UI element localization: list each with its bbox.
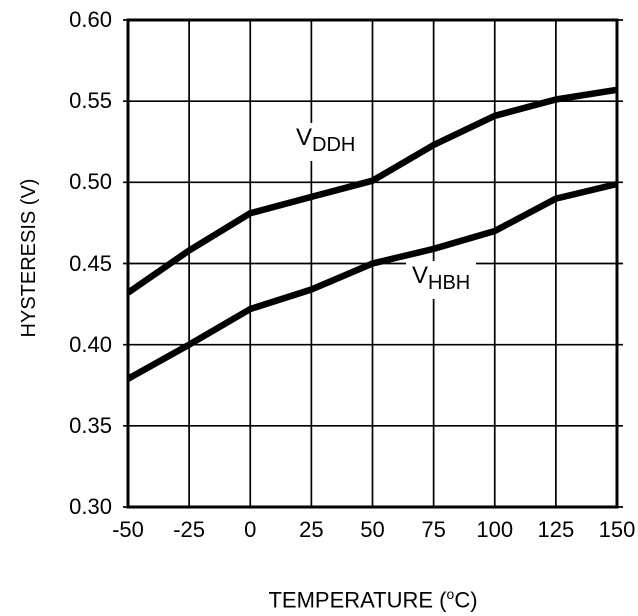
- series-label-vddh: VDDH: [290, 123, 362, 161]
- vddh-curve: [126, 86, 618, 296]
- series-label-vddh-sub: DDH: [312, 134, 356, 156]
- x-tick-label: 100: [476, 517, 514, 542]
- y-tick-label: 0.60: [69, 7, 112, 32]
- x-tick-label: 0: [244, 517, 257, 542]
- x-axis-title: TEMPERATURE (oC): [268, 581, 477, 613]
- y-tick-label: 0.30: [69, 494, 112, 519]
- series-label-vhbh-main: V: [412, 262, 429, 289]
- y-tick-label: 0.55: [69, 88, 112, 114]
- y-tick-label: 0.40: [69, 331, 112, 357]
- y-tick-label: 0.45: [69, 250, 112, 276]
- y-tick-label: 0.50: [69, 169, 112, 195]
- degree-symbol: o: [446, 586, 455, 602]
- x-axis-title-suffix: C): [454, 587, 478, 613]
- y-tick-label: 0.35: [69, 412, 112, 438]
- series-label-vhbh: VHBH: [406, 261, 477, 299]
- plot-frame: [126, 18, 619, 509]
- series-label-vhbh-sub: HBH: [428, 272, 471, 294]
- x-tick-label: -50: [112, 517, 144, 542]
- x-tick-label: 25: [299, 517, 324, 542]
- x-axis-title-prefix: TEMPERATURE (: [268, 587, 447, 613]
- x-tick-label: -25: [173, 517, 206, 542]
- series-label-vddh-main: V: [296, 124, 313, 151]
- vhbh-curve: [126, 180, 618, 382]
- x-tick-label: 75: [421, 517, 446, 542]
- x-tick-label: 150: [598, 517, 636, 542]
- x-tick-label: 125: [537, 517, 575, 542]
- x-tick-label: 50: [360, 517, 385, 542]
